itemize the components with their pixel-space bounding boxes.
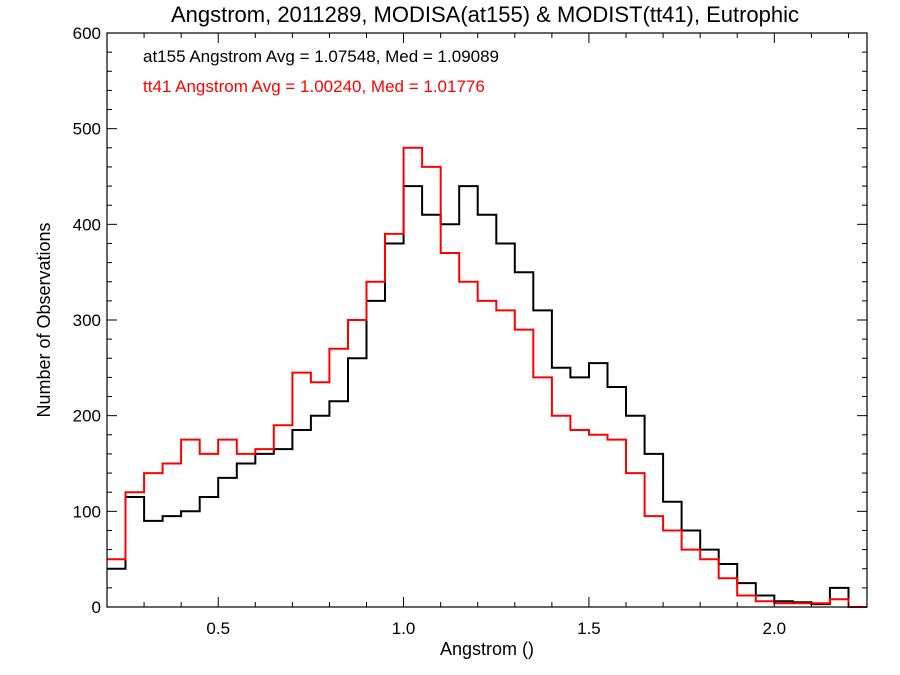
legend-annotation-tt41: tt41 Angstrom Avg = 1.00240, Med = 1.017… <box>143 77 485 96</box>
y-tick-label: 600 <box>73 24 101 43</box>
x-axis: 0.5 1.0 1.5 2.0 <box>143 33 849 638</box>
x-tick-label: 1.0 <box>392 619 416 638</box>
series-line-at155 <box>107 185 867 608</box>
plot-area <box>107 146 867 608</box>
y-tick-label: 500 <box>73 120 101 139</box>
x-axis-label: Angstrom () <box>440 639 534 659</box>
y-tick-label: 100 <box>73 502 101 521</box>
legend-annotation-at155: at155 Angstrom Avg = 1.07548, Med = 1.09… <box>143 47 499 66</box>
y-axis-label: Number of Observations <box>34 222 54 417</box>
y-tick-label: 0 <box>92 598 101 617</box>
x-tick-label: 1.5 <box>577 619 601 638</box>
chart-title: Angstrom, 2011289, MODISA(at155) & MODIS… <box>171 2 799 27</box>
y-tick-label: 300 <box>73 311 101 330</box>
x-tick-label: 2.0 <box>762 619 786 638</box>
y-tick-label: 200 <box>73 407 101 426</box>
y-tick-label: 400 <box>73 215 101 234</box>
x-tick-label: 0.5 <box>206 619 230 638</box>
series-line-tt41 <box>107 146 867 608</box>
y-axis: 0 100 200 300 400 500 600 <box>73 24 867 617</box>
plot-frame <box>106 32 868 608</box>
